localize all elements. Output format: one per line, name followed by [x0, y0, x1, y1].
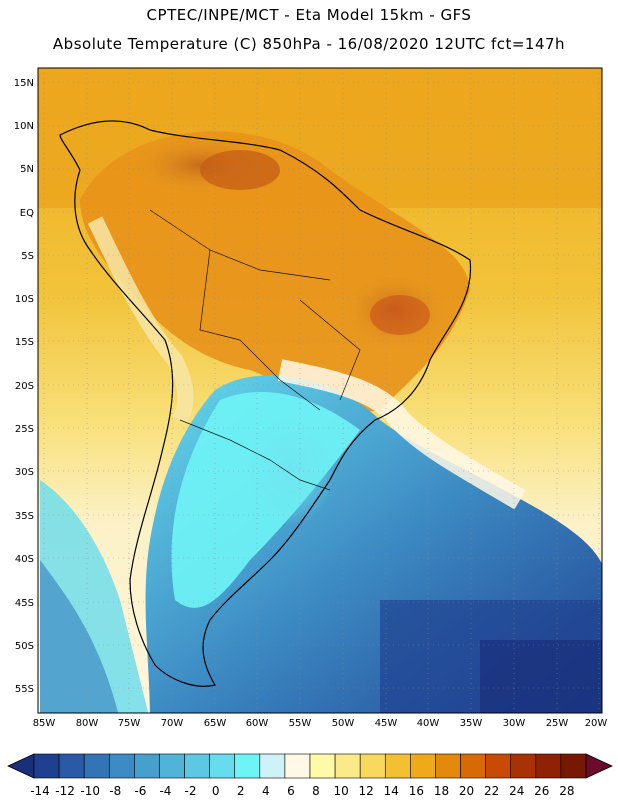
- colorbar-label: 14: [384, 784, 399, 798]
- lat-label: 15S: [15, 337, 34, 348]
- lon-label: 50W: [332, 718, 355, 729]
- colorbar-label: -4: [159, 784, 171, 798]
- lat-label: 5S: [21, 251, 34, 262]
- colorbar-cell: [209, 753, 236, 779]
- colorbar-label: 26: [534, 784, 549, 798]
- lat-label: 40S: [15, 554, 34, 565]
- colorbar-label: 24: [509, 784, 524, 798]
- colorbar-label: 12: [359, 784, 374, 798]
- lat-label: 15N: [14, 78, 34, 89]
- lat-label: EQ: [20, 208, 34, 219]
- colorbar-label: -10: [80, 784, 100, 798]
- colorbar: -14 -12 -10 -8 -6 -4 -2 0 2 4 6 8 10 12 14 16 18 20 22 24 26…: [7, 753, 613, 798]
- lat-label: 55S: [15, 684, 34, 695]
- coastline: [59, 120, 472, 687]
- lat-label: 45S: [15, 598, 34, 609]
- lon-label: 40W: [417, 718, 440, 729]
- lon-label: 70W: [161, 718, 184, 729]
- colorbar-label: 6: [287, 784, 295, 798]
- map-title-line2: Absolute Temperature (C) 850hPa - 16/08/…: [52, 35, 566, 53]
- lon-label: 55W: [289, 718, 312, 729]
- map-frame: [37, 67, 603, 714]
- colorbar-label: 22: [484, 784, 499, 798]
- lat-label: 30S: [15, 467, 34, 478]
- lat-label: 5N: [20, 164, 34, 175]
- lon-label: 60W: [246, 718, 269, 729]
- lat-label: 50S: [15, 641, 34, 652]
- colorbar-label: 16: [409, 784, 424, 798]
- colorbar-label: 0: [212, 784, 220, 798]
- colorbar-cell: [410, 753, 436, 779]
- colorbar-label: 2: [237, 784, 245, 798]
- lon-label: 65W: [204, 718, 227, 729]
- colorbar-labels: -14 -12 -10 -8 -6 -4 -2 0 2 4 6 8 10 12 14 16 18 20 22 24 26…: [30, 784, 574, 798]
- colorbar-cell: [284, 753, 311, 779]
- latitude-labels: 15N 10N 5N EQ 5S 10S 15S 20S 25S 30S 35S…: [14, 78, 34, 695]
- colorbar-cell: [384, 753, 411, 779]
- longitude-labels: 85W 80W 75W 70W 65W 60W 55W 50W 45W 40W …: [33, 718, 608, 729]
- lon-label: 80W: [76, 718, 99, 729]
- colorbar-label: 4: [262, 784, 270, 798]
- colorbar-cell: [334, 753, 361, 779]
- lon-label: 25W: [546, 718, 569, 729]
- colorbar-cell: [33, 753, 60, 779]
- graticule: [38, 68, 602, 713]
- colorbar-cells: [33, 753, 587, 779]
- colorbar-label: 20: [459, 784, 474, 798]
- colorbar-label: 18: [434, 784, 449, 798]
- lon-label: 30W: [503, 718, 526, 729]
- colorbar-cell: [359, 753, 386, 779]
- colorbar-cell: [159, 753, 185, 779]
- lat-label: 35S: [15, 511, 34, 522]
- colorbar-cell: [309, 753, 336, 779]
- lon-label: 20W: [585, 718, 608, 729]
- colorbar-cell: [58, 753, 85, 779]
- colorbar-label: 8: [312, 784, 320, 798]
- colorbar-cell: [485, 753, 512, 779]
- colorbar-label: -2: [185, 784, 197, 798]
- lon-label: 45W: [375, 718, 398, 729]
- colorbar-cell: [234, 753, 261, 779]
- colorbar-cell: [535, 753, 562, 779]
- colorbar-cell: [259, 753, 286, 779]
- colorbar-over-arrow: [585, 753, 613, 779]
- colorbar-cell: [83, 753, 110, 779]
- colorbar-cell: [134, 753, 160, 779]
- temperature-field: [38, 68, 602, 713]
- lon-label: 85W: [33, 718, 56, 729]
- colorbar-label: 10: [333, 784, 348, 798]
- colorbar-cell: [108, 753, 135, 779]
- colorbar-cell: [560, 753, 587, 779]
- lat-label: 20S: [15, 381, 34, 392]
- colorbar-label: 28: [559, 784, 574, 798]
- lon-label: 75W: [118, 718, 141, 729]
- colorbar-cell: [184, 753, 210, 779]
- colorbar-label: -8: [109, 784, 121, 798]
- lat-label: 10N: [14, 121, 34, 132]
- country-borders: [149, 209, 361, 491]
- colorbar-cell: [460, 753, 486, 779]
- lon-label: 35W: [460, 718, 483, 729]
- colorbar-label: -12: [55, 784, 75, 798]
- map-title-line1: CPTEC/INPE/MCT - Eta Model 15km - GFS: [146, 6, 472, 24]
- lat-label: 25S: [15, 424, 34, 435]
- colorbar-label: -14: [30, 784, 50, 798]
- colorbar-label: -6: [134, 784, 146, 798]
- colorbar-cell: [510, 753, 537, 779]
- lat-label: 10S: [15, 294, 34, 305]
- colorbar-cell: [435, 753, 461, 779]
- colorbar-under-arrow: [7, 753, 35, 779]
